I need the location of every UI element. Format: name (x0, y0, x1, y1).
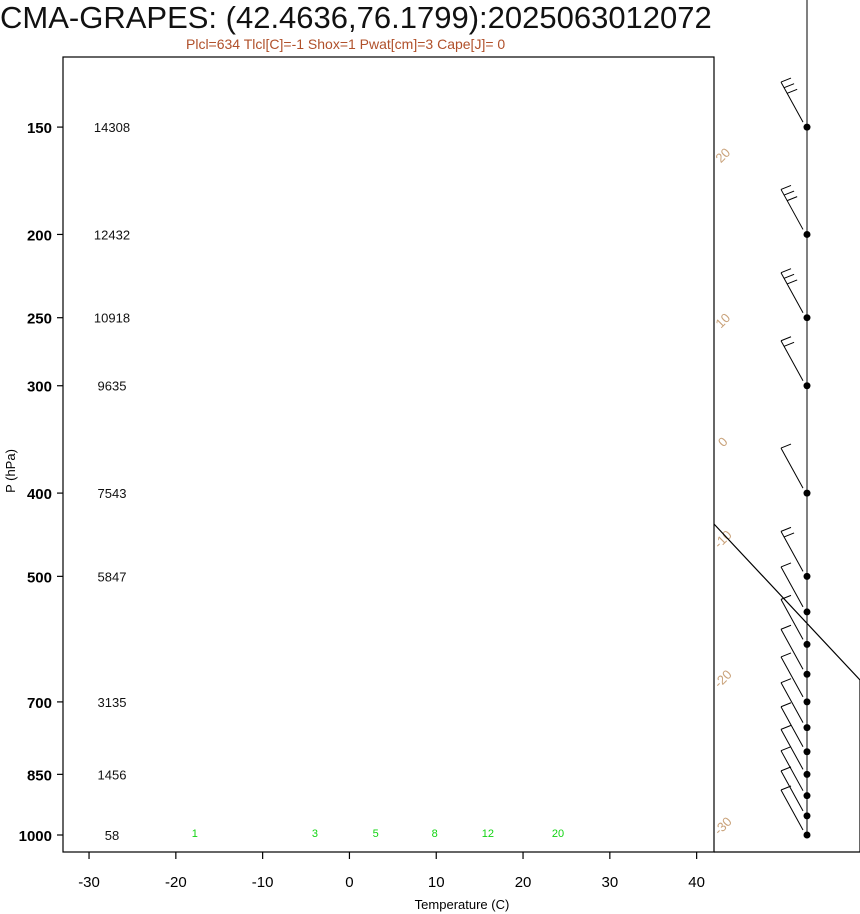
wind-barb (780, 678, 804, 723)
wind-dot (803, 382, 811, 390)
mixing-ratio-label: 8 (432, 828, 438, 840)
x-tick-label: 10 (428, 874, 445, 891)
y-axis: 1001502002503004005007008501000P (hPa) (3, 120, 63, 845)
height-label: 12432 (94, 227, 130, 242)
wind-barb (780, 336, 804, 381)
dry-adiabat-line (732, 0, 860, 853)
dry-adiabat-line (820, 0, 860, 853)
chart-subtitle: Plcl=634 Tlcl[C]=-1 Shox=1 Pwat[cm]=3 Ca… (186, 36, 506, 52)
wind-dot (803, 770, 811, 778)
plot-frame (62, 56, 715, 853)
x-tick-label: 0 (345, 874, 353, 891)
wind-barb (780, 724, 804, 770)
temperature-profile (694, 830, 714, 838)
wind-dot (803, 608, 811, 616)
y-tick-label: 300 (27, 379, 52, 396)
wind-barb (780, 652, 804, 698)
y-tick-label: 250 (27, 311, 52, 328)
wind-dot (803, 123, 811, 131)
wind-dot (803, 792, 811, 800)
mixing-ratio-label: 1 (192, 828, 198, 840)
wind-dot (803, 640, 811, 648)
x-tick-label: -10 (252, 874, 274, 891)
mixing-ratio-label: 5 (373, 828, 379, 840)
height-label: 9635 (98, 379, 127, 394)
chart-title: CMA-GRAPES: (42.4636,76.1799):2025063012… (0, 0, 712, 35)
x-tick-label: 20 (515, 874, 532, 891)
plot-labels: 8121620242832135812201681014308124321091… (94, 120, 564, 843)
wind-dot (803, 812, 811, 820)
height-label: 1456 (98, 767, 127, 782)
wind-barb (780, 746, 804, 791)
height-label: 7543 (98, 486, 127, 501)
y-tick-label: 700 (27, 695, 52, 712)
y-tick-label: 500 (27, 569, 52, 586)
wind-barb (780, 785, 804, 831)
x-axis-label: Temperature (C) (415, 897, 510, 912)
wind-barb (780, 562, 804, 608)
wind-barb (780, 443, 804, 489)
y-tick-label: 400 (27, 486, 52, 503)
wind-barb (780, 624, 804, 670)
wind-barbs (780, 0, 811, 839)
height-label: 58 (105, 828, 119, 843)
x-tick-label: -30 (78, 874, 100, 891)
isotherm-label: 20 (712, 145, 733, 166)
wind-dot (803, 489, 811, 497)
wind-barb (780, 184, 804, 230)
height-label: 10918 (94, 311, 130, 326)
wind-barb (780, 77, 804, 123)
wind-dot (803, 698, 811, 706)
mixing-ratio-label: 20 (552, 828, 564, 840)
height-label: 3135 (98, 695, 127, 710)
mixing-ratio-label: 3 (312, 828, 318, 840)
isotherm-label: 0 (715, 434, 731, 450)
extension-outline (713, 523, 860, 853)
wind-barb (780, 766, 804, 812)
y-axis-label: P (hPa) (3, 449, 18, 493)
x-tick-label: 40 (688, 874, 705, 891)
wind-barb (780, 594, 804, 640)
wind-dot (803, 670, 811, 678)
isotherm-label: 10 (712, 310, 733, 331)
wind-dot (803, 748, 811, 756)
wind-barb (780, 702, 804, 747)
wind-dot (803, 831, 811, 839)
wind-dot (803, 724, 811, 732)
y-tick-label: 200 (27, 227, 52, 244)
x-tick-label: 30 (601, 874, 618, 891)
height-label: 14308 (94, 120, 130, 135)
wind-dot (803, 572, 811, 580)
height-label: 5847 (98, 569, 127, 584)
y-tick-label: 850 (27, 767, 52, 784)
mixing-ratio-label: 12 (482, 828, 494, 840)
y-tick-label: 150 (27, 120, 52, 137)
y-tick-label: 1000 (19, 828, 52, 845)
wind-dot (803, 230, 811, 238)
wind-barb (780, 526, 804, 572)
wind-barb (780, 268, 804, 313)
wind-dot (803, 314, 811, 322)
x-tick-label: -20 (165, 874, 187, 891)
